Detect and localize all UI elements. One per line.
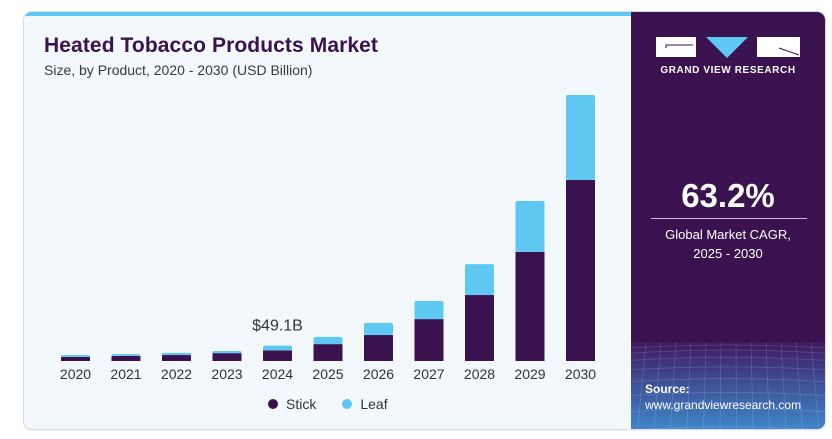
bar-leaf-2023: [212, 350, 242, 354]
legend-item-stick: Stick: [268, 396, 316, 412]
bar-stick-2029: [515, 251, 545, 361]
legend: Stick Leaf: [268, 396, 414, 412]
x-tick-label-2022: 2022: [161, 366, 192, 382]
grid-line: [631, 366, 825, 371]
grid-line: [631, 408, 825, 412]
cagr-value: 63.2%: [681, 177, 775, 214]
bar-stick-2028: [465, 295, 494, 361]
x-tick-label-2025: 2025: [312, 366, 343, 382]
x-axis-labels: 2020 2021 2022 2023 2024 2025 2026 2027 2028 2029…: [60, 366, 596, 382]
grid-line: [735, 341, 737, 429]
bar-stick-2023: [212, 353, 242, 361]
bar-leaf-2022: [162, 352, 191, 356]
gvr-logo: [656, 37, 800, 58]
grid-line: [780, 341, 787, 429]
brand-panel: GRAND VIEW RESEARCH 63.2% Global Market …: [631, 12, 825, 429]
x-tick-label-2030: 2030: [565, 366, 596, 382]
grid-line: [637, 341, 647, 429]
legend-label-leaf: Leaf: [360, 396, 388, 412]
chart-subtitle: Size, by Product, 2020 - 2030 (USD Billi…: [44, 62, 313, 78]
grid-line: [703, 341, 707, 429]
x-tick-label-2021: 2021: [110, 366, 141, 382]
grid-line: [631, 378, 825, 382]
bar-stick-2020: [61, 356, 90, 361]
grid-line: [631, 349, 825, 354]
cagr-label: Global Market CAGR, 2025 - 2030: [631, 225, 825, 263]
source-link[interactable]: www.grandviewresearch.com: [645, 398, 802, 412]
chart-card: Heated Tobacco Products Market Size, by …: [24, 12, 825, 429]
bar-leaf-2029: [515, 200, 545, 252]
grid-line: [670, 341, 677, 429]
x-tick-label-2029: 2029: [514, 366, 545, 382]
grid-line: [631, 344, 825, 349]
accent-strip: [24, 12, 631, 16]
legend-item-leaf: Leaf: [342, 396, 388, 412]
annotation-2024: $49.1B: [252, 318, 303, 335]
grid-line: [765, 341, 770, 429]
grid-line: [631, 357, 825, 361]
grid-line: [750, 341, 754, 429]
bar-stick-2027: [414, 319, 444, 361]
bar-chart: 2020 2021 2022 2023 2024 2025 2026 2027 2028 2029…: [60, 95, 596, 382]
grid-line: [810, 341, 820, 429]
bars-group: [61, 95, 595, 361]
x-tick-label-2024: 2024: [262, 366, 293, 382]
logo-triangle: [706, 37, 748, 58]
grid-line: [795, 341, 803, 429]
brand-name: GRAND VIEW RESEARCH: [660, 65, 796, 76]
bar-stick-2024: [263, 350, 292, 361]
bar-leaf-2028: [465, 264, 494, 296]
bar-stick-2022: [162, 355, 191, 361]
legend-swatch-leaf: [342, 399, 353, 409]
grid-line: [640, 426, 816, 429]
divider: [651, 218, 807, 219]
cagr-label-line1: Global Market CAGR,: [665, 227, 791, 242]
bar-leaf-2026: [364, 322, 393, 336]
bar-stick-2030: [566, 180, 595, 361]
grid-background: [631, 341, 825, 429]
bar-leaf-2021: [111, 354, 141, 356]
x-tick-label-2028: 2028: [464, 366, 495, 382]
logo-left-block: [656, 37, 696, 57]
logo-left-mark: [665, 44, 693, 48]
grid-line: [653, 341, 662, 429]
x-tick-label-2027: 2027: [413, 366, 444, 382]
bar-stick-2021: [111, 355, 141, 361]
x-tick-label-2023: 2023: [211, 366, 242, 382]
source-label: Source:: [645, 382, 690, 396]
bar-leaf-2030: [566, 95, 595, 181]
bar-leaf-2025: [313, 336, 343, 345]
chart-title: Heated Tobacco Products Market: [44, 34, 379, 57]
grid-pattern: [631, 341, 825, 429]
x-tick-label-2026: 2026: [363, 366, 394, 382]
bar-leaf-2024: [263, 345, 292, 351]
x-tick-label-2020: 2020: [60, 366, 91, 382]
logo-right-block: [757, 37, 800, 57]
grid-line: [686, 341, 692, 429]
grid-line: [719, 341, 722, 429]
bar-leaf-2027: [414, 300, 444, 320]
logo-right-mark: [778, 47, 800, 56]
legend-label-stick: Stick: [286, 396, 317, 412]
bar-stick-2026: [364, 335, 393, 361]
cagr-label-line2: 2025 - 2030: [693, 246, 763, 261]
grid-line: [631, 392, 825, 396]
bar-leaf-2020: [61, 355, 90, 357]
legend-swatch-stick: [268, 399, 278, 409]
bar-stick-2025: [313, 344, 343, 361]
